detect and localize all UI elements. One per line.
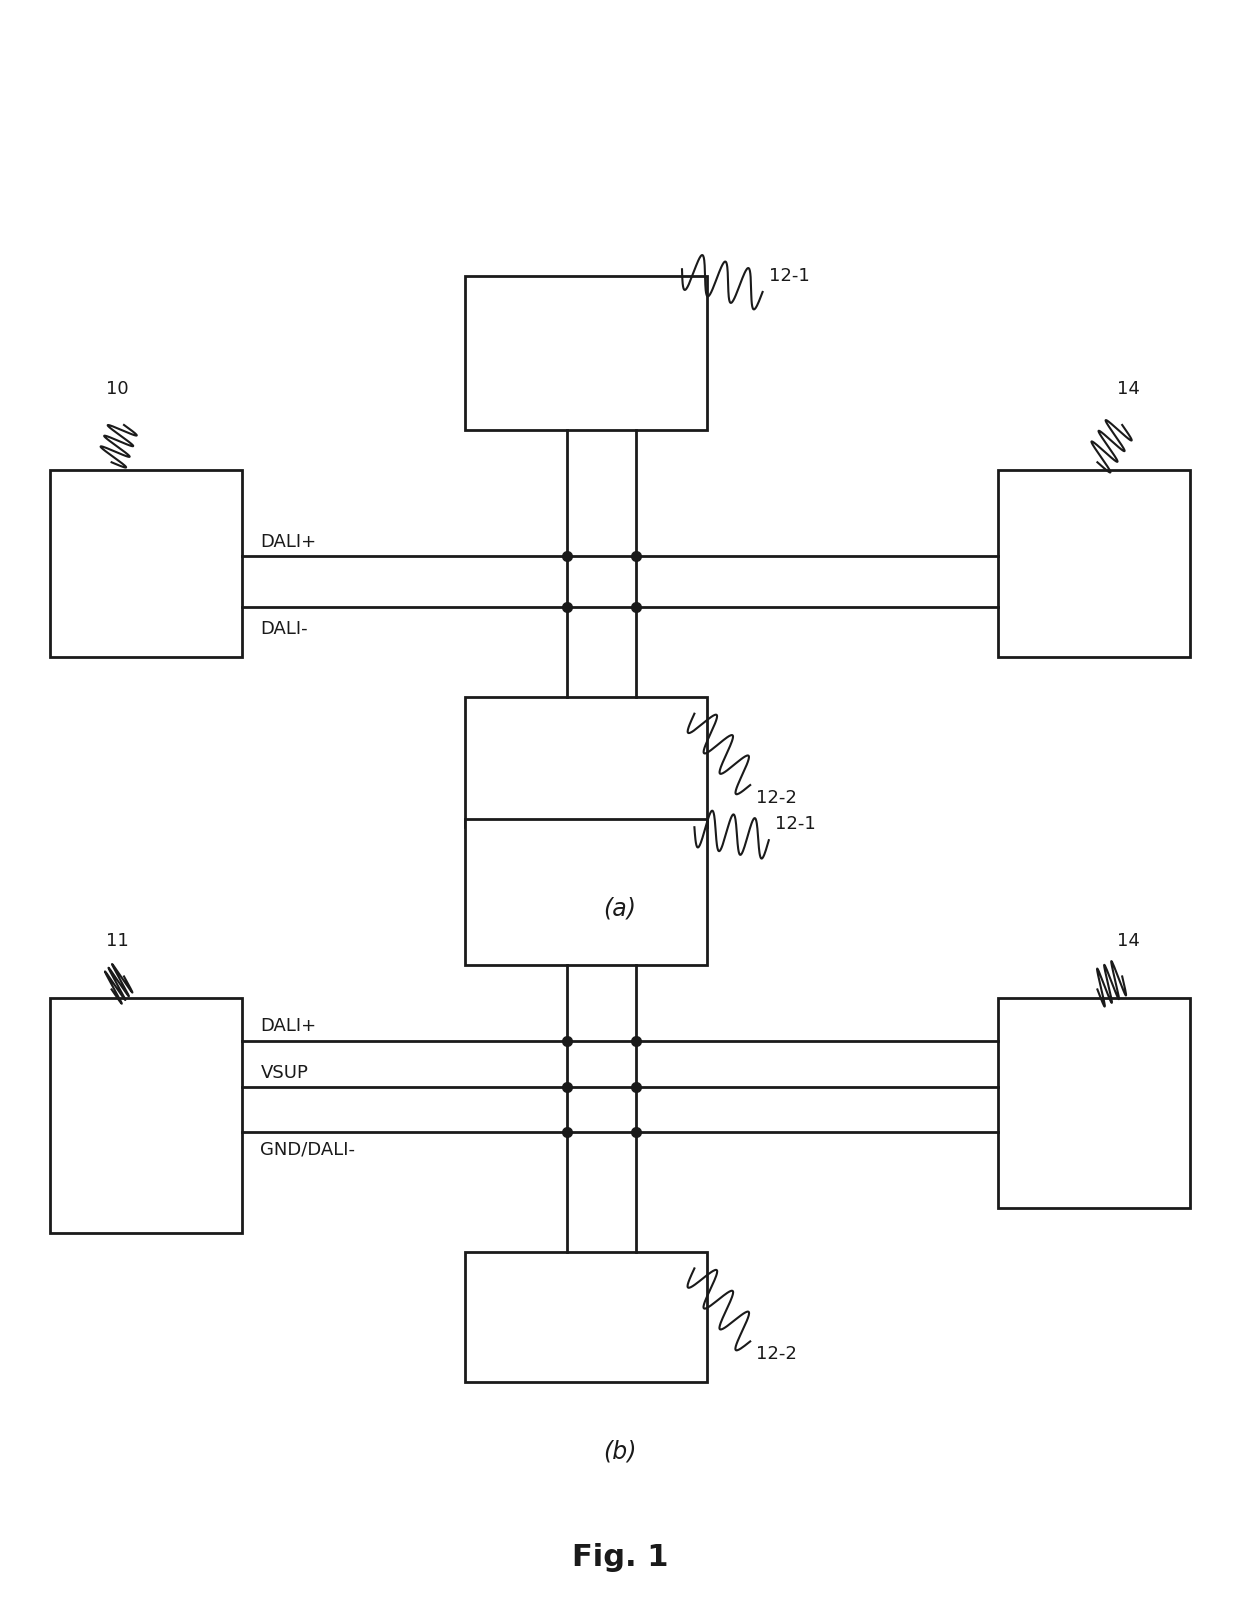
Text: 14: 14 (1117, 931, 1140, 950)
Text: 10: 10 (107, 380, 129, 399)
Bar (50, 998, 242, 1233)
Text: (a): (a) (604, 897, 636, 920)
Text: Fig. 1: Fig. 1 (572, 1543, 668, 1572)
Bar (465, 819, 707, 965)
Text: 12-1: 12-1 (775, 814, 816, 834)
Text: 12-1: 12-1 (769, 266, 810, 285)
Text: DALI+: DALI+ (260, 1017, 316, 1035)
Text: DALI+: DALI+ (260, 534, 316, 551)
Text: DALI-: DALI- (260, 620, 308, 637)
Text: 12-2: 12-2 (756, 1345, 797, 1364)
Bar (465, 276, 707, 430)
Text: VSUP: VSUP (260, 1064, 309, 1082)
Text: 11: 11 (107, 931, 129, 950)
Bar (465, 1252, 707, 1382)
Bar (998, 998, 1190, 1208)
Text: (b): (b) (603, 1440, 637, 1463)
Bar (465, 697, 707, 827)
Bar (998, 470, 1190, 657)
Text: 14: 14 (1117, 380, 1140, 399)
Bar (50, 470, 242, 657)
Text: GND/DALI-: GND/DALI- (260, 1140, 356, 1158)
Text: 12-2: 12-2 (756, 788, 797, 808)
